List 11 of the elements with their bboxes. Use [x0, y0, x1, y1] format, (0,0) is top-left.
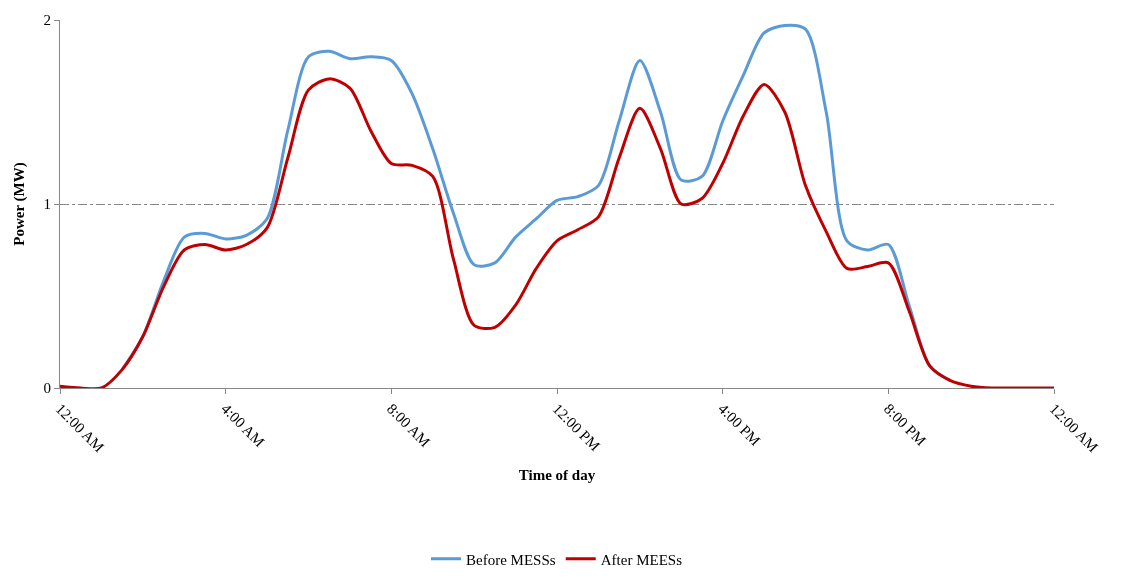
x-tick-label: 4:00 AM — [218, 400, 268, 450]
x-tick-label: 4:00 PM — [715, 400, 764, 449]
x-axis-title: Time of day — [518, 467, 596, 484]
legend-label: Before MESSs — [466, 551, 556, 568]
x-tick-label: 8:00 AM — [383, 400, 434, 450]
x-tick-label: 8:00 PM — [880, 400, 930, 449]
y-tick-label: 2 — [43, 12, 51, 29]
y-tick-label: 1 — [43, 196, 51, 213]
legend-label: After MEESs — [600, 551, 683, 568]
y-tick-label: 0 — [43, 380, 51, 397]
y-axis-title: Power (MW) — [10, 162, 28, 246]
